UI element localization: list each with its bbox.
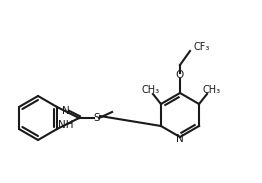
Text: CH₃: CH₃ bbox=[203, 85, 221, 95]
Text: CF₃: CF₃ bbox=[194, 42, 210, 52]
Text: N: N bbox=[62, 106, 70, 115]
Text: CH₃: CH₃ bbox=[142, 85, 160, 95]
Text: N: N bbox=[176, 134, 184, 144]
Text: S: S bbox=[94, 113, 100, 123]
Text: O: O bbox=[176, 70, 184, 80]
Text: NH: NH bbox=[58, 120, 74, 130]
